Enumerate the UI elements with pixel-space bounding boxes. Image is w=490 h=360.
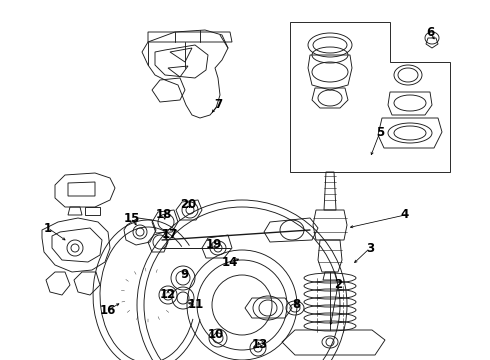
Text: 14: 14 (222, 256, 238, 269)
Text: 3: 3 (366, 242, 374, 255)
Text: 1: 1 (44, 221, 52, 234)
Text: 5: 5 (376, 126, 384, 139)
Text: 7: 7 (214, 99, 222, 112)
Text: 6: 6 (426, 26, 434, 39)
Text: 20: 20 (180, 198, 196, 211)
Text: 13: 13 (252, 338, 268, 351)
Text: 2: 2 (334, 279, 342, 292)
Text: 17: 17 (162, 229, 178, 242)
Text: 18: 18 (156, 208, 172, 221)
Text: 8: 8 (292, 298, 300, 311)
Text: 12: 12 (160, 288, 176, 302)
Text: 11: 11 (188, 298, 204, 311)
Text: 16: 16 (100, 303, 116, 316)
Text: 9: 9 (180, 269, 188, 282)
Text: 4: 4 (401, 208, 409, 221)
Text: 10: 10 (208, 328, 224, 342)
Text: 15: 15 (124, 211, 140, 225)
Text: 19: 19 (206, 238, 222, 252)
